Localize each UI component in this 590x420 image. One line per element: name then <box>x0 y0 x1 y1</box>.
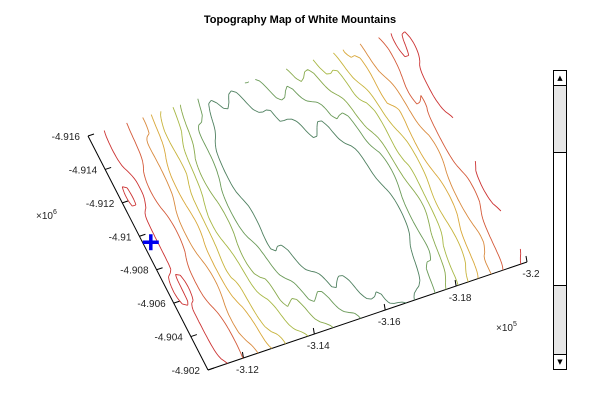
y-tick-label: -4.902 <box>172 366 201 377</box>
arrow-down-icon: ▼ <box>557 358 563 366</box>
scrollbar-segment-upper[interactable] <box>554 85 566 153</box>
y-tick-label: -4.904 <box>154 333 183 344</box>
y-axis-line <box>87 135 209 371</box>
y-axis-exponent: ×106 <box>36 209 57 222</box>
location-marker <box>142 234 159 251</box>
y-tick <box>207 367 215 371</box>
y-tick <box>190 334 198 338</box>
scroll-up-button[interactable]: ▲ <box>554 71 566 86</box>
axes: -4.902 -4.904 -4.906 -4.908 -4.91 -4.912 -4.91… <box>36 132 540 377</box>
arrow-up-icon: ▲ <box>557 74 563 82</box>
x-tick <box>383 303 386 311</box>
y-tick <box>156 267 163 271</box>
x-axis-line <box>207 261 528 371</box>
y-tick <box>173 300 180 304</box>
y-tick-label: -4.908 <box>120 266 149 277</box>
contour-level-3 <box>142 43 492 354</box>
x-tick <box>241 351 244 359</box>
y-tick-label: -4.916 <box>52 132 81 143</box>
x-tick-label: -3.18 <box>449 293 472 304</box>
x-tick-label: -3.14 <box>307 341 330 352</box>
x-tick <box>525 255 528 263</box>
contour-plot <box>103 31 522 364</box>
contour-level-4 <box>150 49 479 349</box>
y-tick-label: -4.912 <box>86 199 115 210</box>
y-tick-label: -4.906 <box>137 299 166 310</box>
y-tick <box>139 233 146 237</box>
x-tick <box>454 279 457 287</box>
y-tick-label: -4.91 <box>109 232 132 243</box>
contour-level-1 <box>103 31 522 364</box>
scroll-down-button[interactable]: ▼ <box>554 354 566 369</box>
contour-level-8 <box>197 78 436 319</box>
x-axis-exponent: ×105 <box>496 321 517 334</box>
x-tick-label: -3.2 <box>522 269 540 280</box>
contour-level-7 <box>179 68 447 328</box>
chart-title: Topography Map of White Mountains <box>204 14 396 26</box>
x-tick <box>312 327 315 335</box>
scrollbar-segment-lower[interactable] <box>554 285 566 355</box>
contour-level-5 <box>160 52 469 344</box>
y-tick-label: -4.914 <box>69 165 98 176</box>
x-tick-label: -3.12 <box>236 365 259 376</box>
y-tick <box>87 133 95 137</box>
y-tick <box>122 200 129 204</box>
x-tick-label: -3.16 <box>378 317 401 328</box>
y-tick <box>104 166 112 170</box>
contour-level-6 <box>172 59 459 337</box>
contour-level-2 <box>126 37 504 359</box>
vertical-scrollbar[interactable]: ▲ ▼ <box>553 70 567 370</box>
contour-level-9 <box>208 90 421 304</box>
